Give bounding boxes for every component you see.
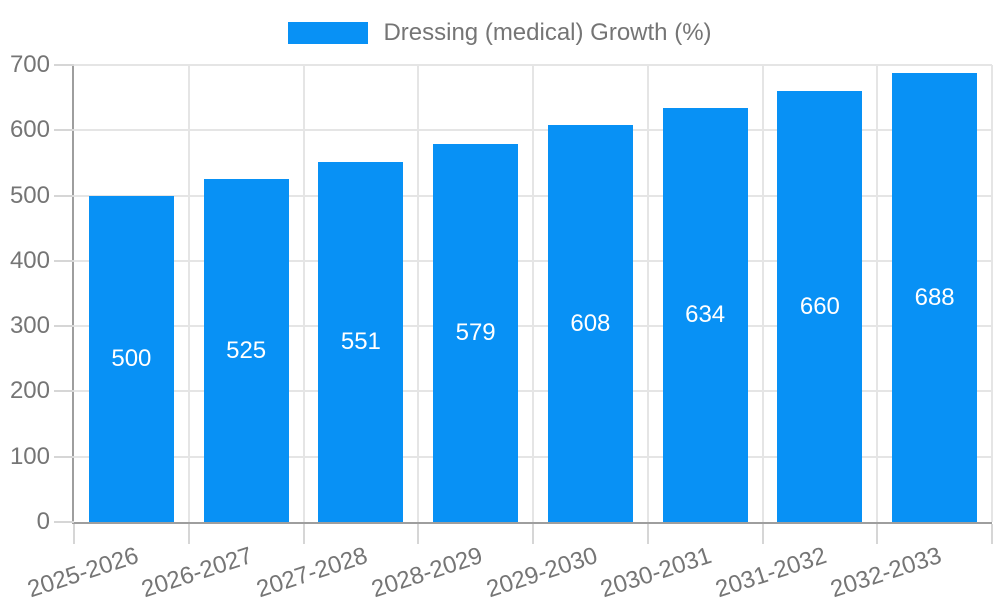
x-axis-tick-label: 2025-2026 — [23, 542, 142, 600]
v-gridline — [646, 65, 649, 522]
y-axis-tick-label: 0 — [36, 508, 50, 535]
y-axis-tick-label: 500 — [9, 181, 50, 209]
legend-row: Dressing (medical) Growth (%) — [0, 20, 1000, 46]
bar-value-label: 500 — [111, 345, 152, 372]
x-tick-mark — [646, 524, 649, 544]
x-tick-mark — [532, 524, 534, 544]
y-tick-mark — [54, 194, 74, 197]
bar[interactable]: 579 — [433, 144, 519, 522]
y-tick-mark — [54, 390, 74, 393]
x-axis-tick-label: 2028-2029 — [368, 542, 486, 600]
x-axis-tick-label: 2030-2031 — [597, 542, 716, 600]
bar-value-label: 525 — [226, 336, 267, 364]
x-tick-mark — [417, 524, 420, 544]
bar-value-label: 608 — [570, 309, 611, 337]
x-tick-mark — [991, 524, 993, 544]
v-gridline — [302, 65, 305, 522]
v-gridline — [991, 65, 993, 522]
bar-value-label: 688 — [914, 283, 955, 311]
y-tick-mark — [54, 325, 74, 328]
x-axis-tick-label: 2027-2028 — [253, 542, 371, 600]
y-axis-tick-label: 400 — [9, 246, 50, 274]
x-tick-mark — [302, 524, 305, 544]
y-axis-tick-label: 300 — [9, 312, 50, 340]
y-tick-mark — [54, 259, 74, 262]
y-tick-mark — [54, 129, 74, 132]
v-gridline — [876, 65, 879, 522]
bar[interactable]: 551 — [318, 162, 404, 522]
x-axis-tick-label: 2031-2032 — [712, 542, 830, 600]
chart-legend-item[interactable]: Dressing (medical) Growth (%) — [288, 19, 712, 46]
v-gridline — [187, 65, 190, 522]
bar-value-label: 660 — [799, 292, 840, 320]
x-axis-tick-label: 2032-2033 — [827, 542, 945, 600]
y-tick-mark — [54, 455, 74, 458]
y-axis-tick-label: 200 — [9, 377, 50, 405]
bar[interactable]: 660 — [777, 91, 863, 522]
y-axis-tick-label: 100 — [9, 442, 50, 470]
x-tick-mark — [876, 524, 879, 544]
bar-value-label: 551 — [340, 328, 381, 355]
legend-swatch — [288, 22, 369, 44]
v-gridline — [761, 65, 764, 522]
bar[interactable]: 688 — [892, 73, 978, 522]
bar[interactable]: 500 — [88, 196, 174, 522]
bar[interactable]: 608 — [547, 125, 633, 522]
x-axis-tick-label: 2029-2030 — [482, 542, 601, 600]
x-axis-tick-label: 2026-2027 — [138, 542, 257, 600]
bar-value-label: 579 — [455, 319, 496, 346]
y-axis-tick-label: 700 — [9, 51, 50, 78]
x-tick-mark — [187, 524, 190, 544]
v-gridline — [532, 65, 534, 522]
y-axis-tick-label: 600 — [9, 116, 50, 144]
x-tick-mark — [73, 524, 75, 544]
y-tick-mark — [54, 64, 74, 66]
legend-label: Dressing (medical) Growth (%) — [383, 19, 712, 46]
plot-area: 500 525 551 579 608 634 660 688 — [72, 64, 993, 524]
v-gridline — [417, 65, 420, 522]
y-tick-mark — [54, 521, 74, 523]
bar[interactable]: 634 — [662, 108, 748, 522]
bar[interactable]: 525 — [203, 179, 289, 522]
bar-value-label: 634 — [685, 301, 726, 328]
x-tick-mark — [761, 524, 764, 544]
